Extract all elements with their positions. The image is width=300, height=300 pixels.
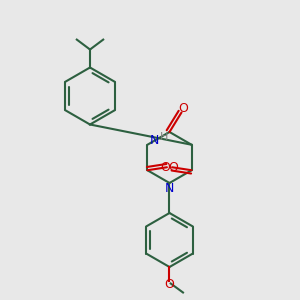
Text: N: N — [165, 182, 174, 195]
Text: H: H — [160, 132, 168, 142]
Text: O: O — [165, 278, 174, 292]
Text: O: O — [178, 102, 188, 116]
Text: O: O — [168, 161, 178, 174]
Text: N: N — [150, 134, 160, 147]
Text: O: O — [160, 161, 170, 174]
